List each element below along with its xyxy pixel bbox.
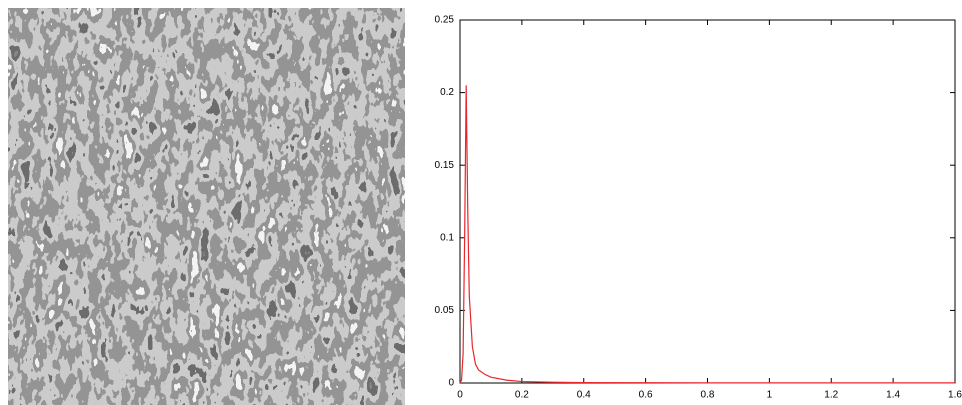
y-tick-label: 0.1 (440, 232, 454, 243)
data-line (459, 85, 955, 384)
x-tick-label: 0.8 (701, 390, 715, 401)
x-tick-label: 1 (767, 390, 773, 401)
x-tick-label: 0.4 (577, 390, 591, 401)
texture-image (8, 8, 405, 405)
y-tick-label: 0.15 (435, 160, 455, 171)
y-tick-label: 0.2 (440, 87, 454, 98)
plot-frame (459, 19, 956, 384)
y-tick-label: 0.25 (435, 15, 455, 26)
y-tick-label: 0.05 (435, 305, 455, 316)
x-tick-label: 0.6 (639, 390, 653, 401)
x-tick-label: 1.4 (886, 390, 900, 401)
x-tick-label: 0.2 (515, 390, 529, 401)
x-tick-label: 1.6 (948, 390, 962, 401)
y-tick-label: 0 (448, 378, 454, 389)
x-tick-label: 1.2 (824, 390, 838, 401)
x-tick-label: 0 (457, 390, 463, 401)
plot: 0 0.05 0.1 0.15 0.2 0.25 0 0.2 0.4 0.6 0.8 1 1.2 1.4 1… (435, 15, 962, 401)
